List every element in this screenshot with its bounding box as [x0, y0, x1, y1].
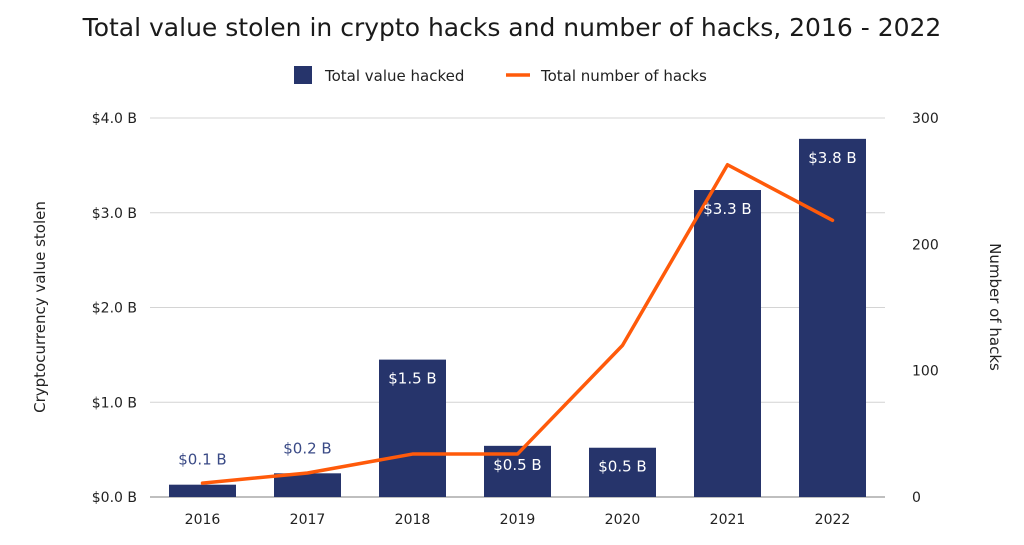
left-axis-ticks: $0.0 B $1.0 B $2.0 B $3.0 B $4.0 B — [92, 111, 137, 506]
bar — [799, 138, 866, 497]
x-tick-label: 2016 — [185, 512, 221, 528]
bar-data-label: $3.3 B — [703, 200, 751, 218]
right-axis-ticks: 0 100 200 300 — [912, 111, 939, 506]
hacks-line — [200, 162, 835, 485]
right-tick-label: 200 — [912, 237, 939, 253]
bar — [694, 190, 761, 497]
bar-data-label: $0.2 B — [283, 439, 331, 457]
x-tick-label: 2017 — [290, 512, 326, 528]
legend-label-bar: Total value hacked — [324, 67, 464, 85]
legend-swatch-bar — [294, 66, 312, 84]
bar — [274, 473, 341, 497]
left-tick-label: $4.0 B — [92, 111, 137, 127]
line-series — [200, 162, 835, 485]
x-tick-label: 2021 — [710, 512, 746, 528]
bar-data-label: $0.5 B — [598, 458, 646, 476]
gridlines — [150, 117, 885, 498]
right-tick-label: 100 — [912, 364, 939, 380]
legend-label-line: Total number of hacks — [540, 67, 707, 85]
bar-data-label: $0.1 B — [178, 451, 226, 469]
left-tick-label: $0.0 B — [92, 490, 137, 506]
x-tick-label: 2018 — [395, 512, 431, 528]
left-tick-label: $2.0 B — [92, 301, 137, 317]
right-tick-label: 300 — [912, 111, 939, 127]
x-tick-label: 2020 — [605, 512, 641, 528]
left-tick-label: $3.0 B — [92, 206, 137, 222]
left-axis-title: Cryptocurrency value stolen — [31, 201, 49, 413]
bar — [589, 447, 656, 497]
bar-data-label: $1.5 B — [388, 370, 436, 388]
x-tick-label: 2022 — [815, 512, 851, 528]
bar-data-labels: $0.1 B $0.2 B $1.5 B $0.5 B $0.5 B $3.3 B $3.8… — [178, 149, 856, 476]
bar-data-label: $3.8 B — [808, 149, 856, 167]
bar-series — [169, 138, 866, 497]
right-tick-label: 0 — [912, 490, 921, 506]
chart-title: Total value stolen in crypto hacks and n… — [82, 13, 942, 42]
left-tick-label: $1.0 B — [92, 395, 137, 411]
legend: Total value hacked Total number of hacks — [294, 66, 707, 85]
right-axis-title: Number of hacks — [986, 243, 1004, 371]
bar — [169, 484, 236, 497]
x-tick-label: 2019 — [500, 512, 536, 528]
bar — [379, 359, 446, 497]
bar-data-label: $0.5 B — [493, 456, 541, 474]
x-axis-ticks: 2016 2017 2018 2019 2020 2021 2022 — [185, 512, 851, 528]
